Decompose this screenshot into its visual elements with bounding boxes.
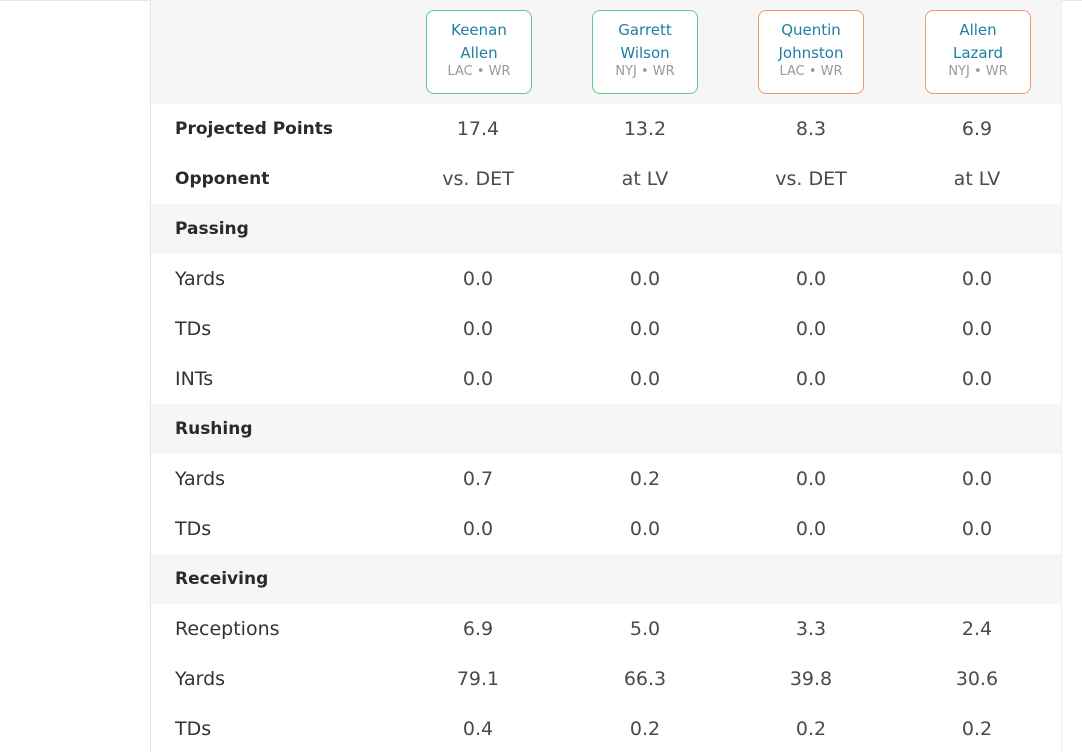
player-last-name: Allen xyxy=(460,44,498,62)
row-rushing-tds: TDs 0.0 0.0 0.0 0.0 xyxy=(151,504,1061,554)
row-passing-ints: INTs 0.0 0.0 0.0 0.0 xyxy=(151,354,1061,404)
cell-value: 2.4 xyxy=(961,618,993,640)
cell-value: 0.0 xyxy=(795,268,827,290)
cell-value: 79.1 xyxy=(456,668,500,690)
row-label: INTs xyxy=(175,368,214,390)
cell-value: 3.3 xyxy=(795,618,827,640)
section-label: Rushing xyxy=(175,419,253,439)
row-rushing-yards: Yards 0.7 0.2 0.0 0.0 xyxy=(151,454,1061,504)
player-last-name: Wilson xyxy=(620,44,670,62)
cell-value: 0.0 xyxy=(795,518,827,540)
cell-value: 0.0 xyxy=(961,268,993,290)
row-passing-yards: Yards 0.0 0.0 0.0 0.0 xyxy=(151,254,1061,304)
row-label: Yards xyxy=(175,668,226,690)
cell-value: 0.0 xyxy=(795,468,827,490)
row-label: TDs xyxy=(175,718,212,740)
row-passing-tds: TDs 0.0 0.0 0.0 0.0 xyxy=(151,304,1061,354)
section-label: Receiving xyxy=(175,569,269,589)
cell-value: 0.0 xyxy=(961,468,993,490)
cell-value: 0.0 xyxy=(961,518,993,540)
cell-value: 0.7 xyxy=(462,468,494,490)
row-label: Projected Points xyxy=(175,119,334,139)
cell-value: 6.9 xyxy=(961,118,993,140)
cell-value: 0.0 xyxy=(795,368,827,390)
cell-value: 6.9 xyxy=(462,618,494,640)
player-team-position: LAC • WR xyxy=(779,64,843,79)
cell-value: 0.0 xyxy=(462,318,494,340)
player-card-quentin-johnston[interactable]: Quentin Johnston LAC • WR xyxy=(758,10,864,94)
row-label: Receptions xyxy=(175,618,280,640)
row-receptions: Receptions 6.9 5.0 3.3 2.4 xyxy=(151,604,1061,654)
row-opponent: Opponent vs. DET at LV vs. DET at LV xyxy=(151,154,1061,204)
cell-value: 0.0 xyxy=(961,368,993,390)
player-first-name: Keenan xyxy=(451,21,507,39)
cell-value: 0.0 xyxy=(629,368,661,390)
cell-value: 0.0 xyxy=(961,318,993,340)
player-card-allen-lazard[interactable]: Allen Lazard NYJ • WR xyxy=(925,10,1031,94)
row-label: TDs xyxy=(175,318,212,340)
player-card-garrett-wilson[interactable]: Garrett Wilson NYJ • WR xyxy=(592,10,698,94)
cell-value: 30.6 xyxy=(955,668,999,690)
cell-value: vs. DET xyxy=(775,168,847,190)
cell-value: 13.2 xyxy=(623,118,667,140)
cell-value: 0.0 xyxy=(629,518,661,540)
cell-value: vs. DET xyxy=(442,168,514,190)
player-last-name: Lazard xyxy=(952,44,1004,62)
right-divider xyxy=(1061,0,1062,752)
cell-value: 39.8 xyxy=(789,668,833,690)
cell-value: 0.0 xyxy=(629,268,661,290)
section-header-receiving: Receiving xyxy=(151,554,1061,604)
cell-value: 0.4 xyxy=(462,718,494,740)
row-projected-points: Projected Points 17.4 13.2 8.3 6.9 xyxy=(151,104,1061,154)
player-last-name: Johnston xyxy=(778,44,844,62)
cell-value: 17.4 xyxy=(456,118,500,140)
row-receiving-tds: TDs 0.4 0.2 0.2 0.2 xyxy=(151,704,1061,752)
row-receiving-yards: Yards 79.1 66.3 39.8 30.6 xyxy=(151,654,1061,704)
row-label: Yards xyxy=(175,268,226,290)
left-divider xyxy=(150,0,151,752)
cell-value: 0.0 xyxy=(795,318,827,340)
player-team-position: NYJ • WR xyxy=(948,64,1008,79)
row-label: Yards xyxy=(175,468,226,490)
player-first-name: Allen xyxy=(959,21,997,39)
section-header-rushing: Rushing xyxy=(151,404,1061,454)
player-card-keenan-allen[interactable]: Keenan Allen LAC • WR xyxy=(426,10,532,94)
cell-value: 0.2 xyxy=(961,718,993,740)
cell-value: 66.3 xyxy=(623,668,667,690)
cell-value: 0.2 xyxy=(629,468,661,490)
player-team-position: LAC • WR xyxy=(447,64,511,79)
cell-value: 8.3 xyxy=(795,118,827,140)
cell-value: 0.0 xyxy=(462,518,494,540)
player-comparison-table: Keenan Allen LAC • WR Garrett Wilson NYJ… xyxy=(151,0,1061,752)
cell-value: 0.0 xyxy=(462,268,494,290)
cell-value: at LV xyxy=(953,168,1001,190)
player-first-name: Garrett xyxy=(618,21,672,39)
section-label: Passing xyxy=(175,219,249,239)
cell-value: 0.2 xyxy=(795,718,827,740)
row-label: Opponent xyxy=(175,169,270,189)
cell-value: 0.0 xyxy=(629,318,661,340)
player-header-row: Keenan Allen LAC • WR Garrett Wilson NYJ… xyxy=(151,0,1061,104)
cell-value: at LV xyxy=(621,168,669,190)
row-label: TDs xyxy=(175,518,212,540)
cell-value: 0.0 xyxy=(462,368,494,390)
player-team-position: NYJ • WR xyxy=(615,64,675,79)
player-first-name: Quentin xyxy=(781,21,841,39)
cell-value: 5.0 xyxy=(629,618,661,640)
cell-value: 0.2 xyxy=(629,718,661,740)
section-header-passing: Passing xyxy=(151,204,1061,254)
